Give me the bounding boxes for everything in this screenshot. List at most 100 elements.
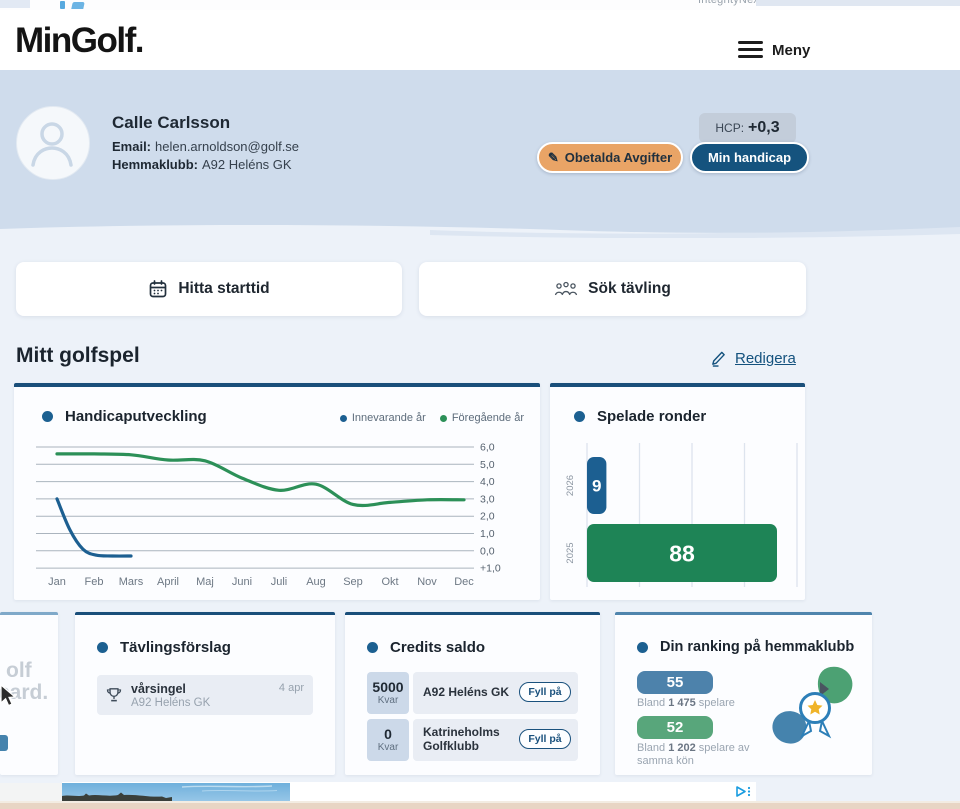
unpaid-fees-label: Obetalda Avgifter [564, 150, 673, 165]
bullet-icon [367, 642, 378, 653]
adchoices-icon[interactable] [734, 785, 752, 798]
chart-legend: Innevarande år Föregående år [339, 412, 524, 424]
find-teetime-button[interactable]: Hitta starttid [16, 262, 402, 316]
svg-text:April: April [157, 576, 179, 588]
svg-text:0,0: 0,0 [480, 545, 495, 557]
gender-rank-text: Bland 1 202 spelare av samma kön [637, 742, 750, 768]
email-value: helen.arnoldson@golf.se [155, 139, 300, 154]
competition-list-item[interactable]: vårsingel A92 Heléns GK 4 apr [97, 675, 313, 715]
calendar-icon [149, 280, 167, 298]
credit-club-name: A92 Heléns GK [423, 685, 510, 700]
svg-text:3,0: 3,0 [480, 493, 495, 505]
legend-current-year: Innevarande år [339, 412, 426, 424]
page-title: Mitt golfspel [16, 344, 140, 367]
overall-rank-text: Bland 1 475 spelare [637, 697, 735, 709]
unpaid-fees-button[interactable]: ✎ Obetalda Avgifter [537, 142, 683, 173]
svg-text:Jan: Jan [48, 576, 66, 588]
homeclub-value: A92 Heléns GK [201, 157, 292, 172]
svg-text:2,0: 2,0 [480, 511, 495, 523]
profile-email: Email: helen.arnoldson@golf.se [112, 139, 299, 154]
handicap-line-chart: 6,0 5,0 4,0 3,0 2,0 1,0 0,0 +1,0 Jan Feb Mars April… [36, 442, 501, 588]
menu-label: Meny [772, 42, 811, 59]
card-title: Credits saldo [390, 639, 486, 656]
person-icon [31, 122, 73, 167]
my-handicap-button[interactable]: Min handicap [690, 142, 809, 173]
top-up-button[interactable]: Fyll på [519, 682, 571, 702]
top-up-button[interactable]: Fyll på [519, 729, 571, 749]
top-cut-off-strip: IntegrityNext [0, 0, 960, 10]
svg-text:Mars: Mars [119, 576, 144, 588]
svg-text:2025: 2025 [565, 542, 576, 563]
partner-watermark: IntegrityNext [698, 0, 763, 6]
competition-date: 4 apr [278, 682, 304, 694]
svg-text:88: 88 [669, 540, 695, 566]
legend-dot-blue-icon [339, 414, 347, 422]
svg-text:Juni: Juni [232, 576, 252, 588]
search-competition-button[interactable]: Sök tävling [419, 262, 806, 316]
home-club-ranking-card: Din ranking på hemmaklubb 55 Bland 1 475… [615, 612, 872, 775]
chart-title: Spelade ronder [597, 408, 707, 425]
svg-text:Feb: Feb [85, 576, 104, 588]
find-teetime-label: Hitta starttid [178, 280, 270, 297]
avatar[interactable] [16, 106, 90, 180]
credit-amount-badge: 5000 Kvar [367, 672, 409, 714]
credit-row: 0 Kvar Katrineholms Golfklubb Fyll på [367, 719, 578, 761]
rounds-played-card: Spelade ronder 9 2026 88 2025 [550, 383, 805, 600]
pencil-icon: ✎ [547, 150, 559, 165]
overall-rank-badge: 55 [637, 671, 713, 694]
edit-label: Redigera [735, 349, 796, 367]
bullet-icon [42, 411, 53, 422]
email-label: Email: [112, 139, 152, 154]
partial-logo-text: olf [6, 659, 32, 682]
ad-left-pad [0, 783, 62, 801]
ad-banner[interactable] [62, 782, 756, 801]
svg-text:1,0: 1,0 [480, 528, 495, 540]
ad-landscape-image [62, 783, 290, 801]
svg-text:9: 9 [592, 477, 601, 496]
hcp-value: +0,3 [748, 119, 780, 136]
mouse-cursor [0, 684, 17, 707]
chart-title: Handicaputveckling [65, 408, 207, 425]
cut-off-glyph-icon [60, 1, 65, 9]
svg-text:2026: 2026 [565, 475, 576, 496]
medal-icon [772, 666, 853, 744]
svg-text:Aug: Aug [306, 576, 326, 588]
svg-text:Sep: Sep [343, 576, 363, 588]
edit-link[interactable]: Redigera [710, 349, 810, 367]
competition-name: vårsingel [131, 682, 186, 696]
bottom-strip [0, 801, 960, 809]
competition-club: A92 Heléns GK [131, 697, 211, 709]
homeclub-label: Hemmaklubb: [112, 157, 198, 172]
svg-text:Maj: Maj [196, 576, 214, 588]
cut-off-glyph-icon [71, 2, 85, 9]
svg-text:Nov: Nov [417, 576, 437, 588]
credits-balance-card: Credits saldo 5000 Kvar A92 Heléns GK Fy… [345, 612, 600, 775]
svg-text:Okt: Okt [381, 576, 398, 588]
card-title: Tävlingsförslag [120, 639, 231, 656]
hcp-label: HCP: [715, 121, 745, 135]
bullet-icon [97, 642, 108, 653]
profile-name: Calle Carlsson [112, 113, 231, 132]
cut-off-bar [756, 0, 960, 6]
trophy-icon [106, 688, 122, 702]
card-title: Din ranking på hemmaklubb [660, 639, 855, 655]
credit-club-name: Katrineholms Golfklubb [423, 725, 500, 753]
svg-text:5,0: 5,0 [480, 459, 495, 471]
svg-text:Dec: Dec [454, 576, 474, 588]
profile-homeclub: Hemmaklubb: A92 Heléns GK [112, 157, 292, 172]
partial-blue-element [0, 735, 8, 751]
pencil-icon [712, 351, 725, 367]
app-logo[interactable]: MinGolf. [15, 21, 144, 60]
my-handicap-label: Min handicap [707, 150, 792, 165]
credit-club-panel: A92 Heléns GK Fyll på [413, 672, 578, 714]
svg-text:4,0: 4,0 [480, 476, 495, 488]
credit-club-panel: Katrineholms Golfklubb Fyll på [413, 719, 578, 761]
competition-suggestions-card: Tävlingsförslag vårsingel A92 Heléns GK … [75, 612, 335, 775]
rounds-bar-chart: 9 2026 88 2025 [565, 443, 798, 587]
gender-rank-badge: 52 [637, 716, 713, 739]
bullet-icon [637, 641, 648, 653]
legend-dot-green-icon [439, 414, 447, 422]
svg-text:6,0: 6,0 [480, 442, 495, 454]
menu-button[interactable]: Meny [738, 39, 818, 63]
app-header: MinGolf. Meny [0, 10, 960, 70]
